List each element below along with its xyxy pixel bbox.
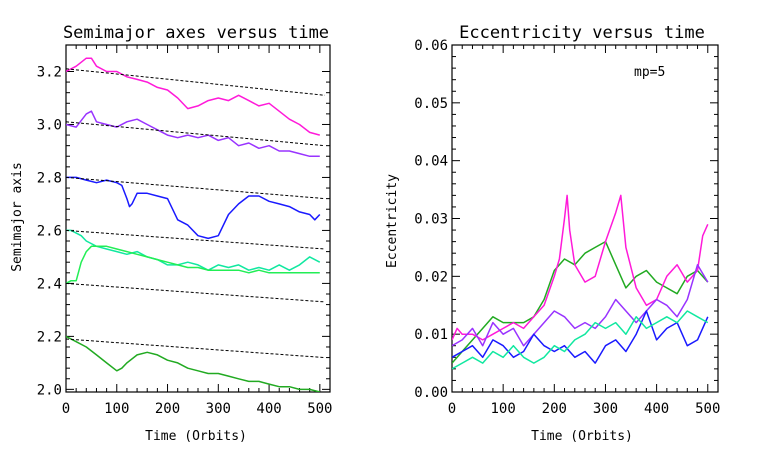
- x-axis-label: Time (Orbits): [145, 429, 247, 444]
- series-line-violet: [66, 110, 320, 158]
- y-tick-label: 3.2: [37, 64, 62, 80]
- x-tick-label: 400: [644, 401, 669, 417]
- series-line-magenta: [452, 194, 709, 341]
- y-tick-label: 0.02: [414, 269, 448, 285]
- series-line-blue: [66, 176, 321, 240]
- series-line-ref-4: [66, 229, 325, 250]
- annotation-mp: mp=5: [634, 65, 665, 80]
- x-tick-label: 100: [104, 401, 129, 417]
- semimajor-axes-panel: Semimajor axes versus time Time (Orbits)…: [10, 23, 332, 444]
- series-line-violet: [452, 264, 709, 347]
- x-tick-label: 100: [491, 401, 516, 417]
- series-line-aquamarine: [66, 229, 321, 271]
- y-axis-label: Eccentricity: [385, 174, 400, 268]
- series-line-green: [452, 240, 709, 364]
- chart-title: Eccentricity versus time: [459, 23, 705, 43]
- series-line-ref-3: [66, 176, 325, 200]
- x-axis-label: Time (Orbits): [531, 429, 633, 444]
- y-tick-label: 0.00: [414, 385, 448, 401]
- eccentricity-panel: Eccentricity versus time Time (Orbits) E…: [385, 23, 720, 444]
- series-line-aquamarine: [452, 310, 709, 370]
- y-tick-label: 0.04: [414, 154, 448, 170]
- plot-frame: [451, 44, 719, 393]
- y-tick-label: 2.8: [37, 170, 62, 186]
- x-tick-label: 300: [206, 401, 231, 417]
- y-tick-label: 2.6: [37, 223, 62, 239]
- y-tick-label: 2.4: [37, 276, 62, 292]
- y-tick-label: 0.06: [414, 38, 448, 54]
- y-axis-label: Semimajor axis: [10, 162, 25, 272]
- y-tick-label: 0.05: [414, 96, 448, 112]
- y-tick-label: 2.0: [37, 382, 62, 398]
- x-tick-label: 0: [448, 401, 456, 417]
- x-tick-label: 500: [695, 401, 720, 417]
- y-tick-label: 0.03: [414, 212, 448, 228]
- chart-title: Semimajor axes versus time: [63, 23, 329, 43]
- y-tick-label: 0.01: [414, 327, 448, 343]
- series-line-green-aqua: [66, 245, 320, 285]
- series-line-ref-2: [66, 121, 325, 147]
- series-line-ref-5: [66, 282, 325, 303]
- series-line-blue: [452, 310, 709, 364]
- series-line-magenta: [66, 57, 320, 136]
- x-tick-label: 500: [307, 401, 332, 417]
- series-line-ref-6: [66, 338, 325, 359]
- x-tick-label: 400: [256, 401, 281, 417]
- series-line-ref-1: [66, 68, 325, 96]
- x-tick-label: 200: [542, 401, 567, 417]
- y-tick-label: 2.2: [37, 329, 62, 345]
- series-line-green: [66, 335, 320, 392]
- plot-frame: [65, 44, 331, 393]
- x-tick-label: 0: [62, 401, 70, 417]
- x-tick-label: 200: [155, 401, 180, 417]
- y-tick-label: 3.0: [37, 117, 62, 133]
- x-tick-label: 300: [593, 401, 618, 417]
